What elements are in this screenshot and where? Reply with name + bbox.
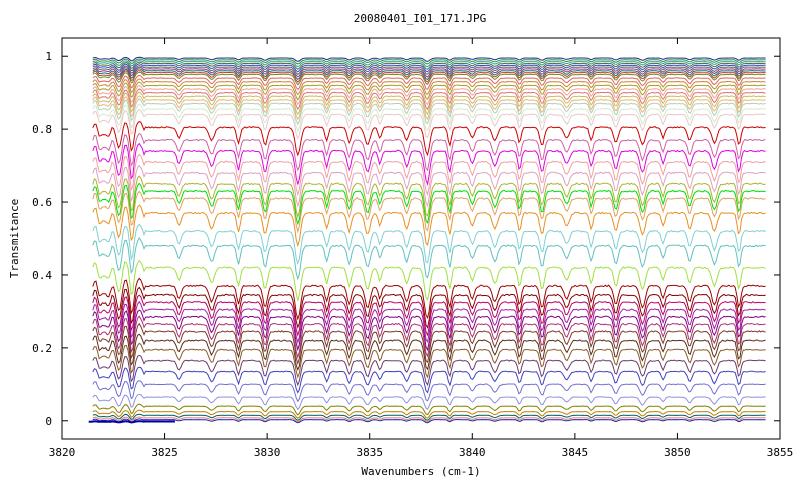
series-line (92, 416, 766, 423)
series-line (92, 74, 766, 91)
series-line (92, 91, 766, 116)
plot-frame (61, 37, 781, 440)
series-line (92, 60, 766, 68)
x-tick-label: 3820 (49, 446, 76, 459)
series-line (92, 81, 766, 101)
y-tick-label: 0.6 (32, 196, 52, 209)
series-line (92, 85, 766, 106)
series-line (92, 153, 766, 197)
x-tick-label: 3840 (459, 446, 486, 459)
series-line (92, 277, 766, 321)
series-line (92, 66, 766, 78)
series-line (92, 71, 766, 86)
series-line (92, 300, 766, 344)
series-line (92, 204, 766, 248)
series-line (92, 418, 766, 424)
y-tick-label: 0.8 (32, 123, 52, 136)
y-tick-label: 0.4 (32, 269, 52, 282)
series-line (92, 322, 766, 366)
series-line (92, 409, 766, 419)
chart-title: 20080401_I01_171.JPG (354, 12, 486, 25)
series-line (92, 63, 766, 73)
series-line (92, 366, 766, 394)
series-layer (88, 56, 766, 424)
series-line (92, 259, 766, 302)
x-tick-label: 3845 (562, 446, 589, 459)
series-line (92, 95, 766, 121)
y-tick-label: 0 (45, 415, 52, 428)
series-line (92, 164, 766, 208)
x-tick-label: 3825 (151, 446, 178, 459)
series-line (92, 132, 766, 172)
series-line (92, 70, 766, 83)
series-line (92, 286, 766, 329)
series-line (92, 294, 766, 337)
series-line (92, 237, 766, 281)
series-line (92, 315, 766, 360)
series-line (92, 98, 766, 126)
x-tick-label: 3830 (254, 446, 281, 459)
y-tick-label: 1 (45, 50, 52, 63)
series-line (92, 56, 766, 62)
x-axis-label: Wavenumbers (cm-1) (361, 465, 480, 478)
series-line (92, 403, 766, 416)
x-tick-label: 3835 (356, 446, 383, 459)
series-line (92, 309, 766, 352)
series-line-partial (88, 420, 176, 424)
series-line (92, 380, 766, 403)
series-line (92, 109, 766, 140)
series-line (92, 333, 766, 371)
series-line (92, 58, 766, 65)
ticks-layer: 3820 3825 3830 3835 3840 3845 3850 3855 0 0.2 0.4 0… (32, 38, 793, 459)
series-line (92, 354, 766, 387)
series-line (92, 121, 766, 157)
series-line (92, 190, 766, 234)
series-line (92, 65, 766, 76)
x-tick-label: 3850 (664, 446, 691, 459)
y-axis-label: Transmitance (8, 199, 21, 278)
x-tick-label: 3855 (767, 446, 794, 459)
series-line (92, 142, 766, 186)
series-line (92, 413, 766, 421)
series-line (92, 342, 766, 379)
series-line (92, 175, 766, 219)
series-line (92, 223, 766, 265)
y-tick-label: 0.2 (32, 342, 52, 355)
series-line (92, 88, 766, 111)
series-line (92, 78, 766, 96)
series-line (92, 68, 766, 81)
series-line (92, 61, 766, 70)
series-line (92, 182, 766, 226)
series-line (92, 393, 766, 410)
series-line (92, 103, 766, 133)
